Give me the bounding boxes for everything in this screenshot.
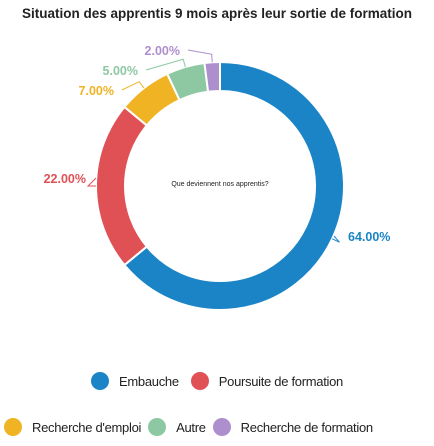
legend-dot — [212, 418, 231, 436]
donut-slice-embauche[interactable] — [123, 60, 345, 311]
donut-chart: 64.00% 22.00% 7.00% 5.00% 2.00% Que devienne… — [44, 44, 391, 311]
legend-item-recherche-de-formation[interactable]: Recherche de formation — [212, 418, 373, 436]
label-leader-lines — [86, 49, 340, 243]
legend-dot — [91, 372, 110, 390]
slice-value-labels: 64.00% 22.00% 7.00% 5.00% 2.00% — [44, 44, 391, 244]
leader-line — [86, 177, 97, 187]
legend-row-2: Recherche d'emploi Autre Recherche de fo… — [0, 418, 434, 436]
legend-dot — [148, 418, 167, 436]
donut-slice-recherche-de-formation[interactable] — [203, 60, 221, 93]
donut-center-text: Que deviennent nos apprentis? — [171, 181, 268, 188]
legend-label: Recherche d'emploi — [32, 419, 142, 435]
slice-value-label: 5.00% — [103, 64, 138, 78]
chart-title: Situation des apprentis 9 mois après leu… — [21, 6, 413, 21]
legend-label: Poursuite de formation — [218, 373, 344, 389]
leader-line — [145, 58, 186, 71]
donut-slice-poursuite-de-formation[interactable] — [95, 105, 149, 267]
slice-value-label: 64.00% — [348, 230, 390, 244]
legend-item-autre[interactable]: Autre — [148, 418, 206, 436]
legend-item-recherche-emploi[interactable]: Recherche d'emploi — [4, 418, 141, 436]
slice-value-label: 2.00% — [145, 44, 180, 58]
donut-slices — [95, 60, 345, 311]
slice-value-label: 7.00% — [79, 84, 114, 98]
leader-line — [187, 49, 213, 63]
legend-dot — [190, 372, 209, 390]
legend-dot — [4, 418, 22, 436]
leader-line — [331, 235, 340, 243]
legend-item-embauche[interactable]: Embauche — [91, 372, 179, 390]
legend-label: Autre — [176, 419, 206, 435]
legend-item-poursuite-de-formation[interactable]: Poursuite de formation — [190, 372, 344, 390]
legend-row-1: Embauche Poursuite de formation — [0, 372, 434, 390]
legend-label: Embauche — [119, 373, 179, 389]
slice-value-label: 22.00% — [44, 172, 86, 186]
leader-line — [121, 81, 145, 91]
legend-label: Recherche de formation — [240, 419, 373, 435]
